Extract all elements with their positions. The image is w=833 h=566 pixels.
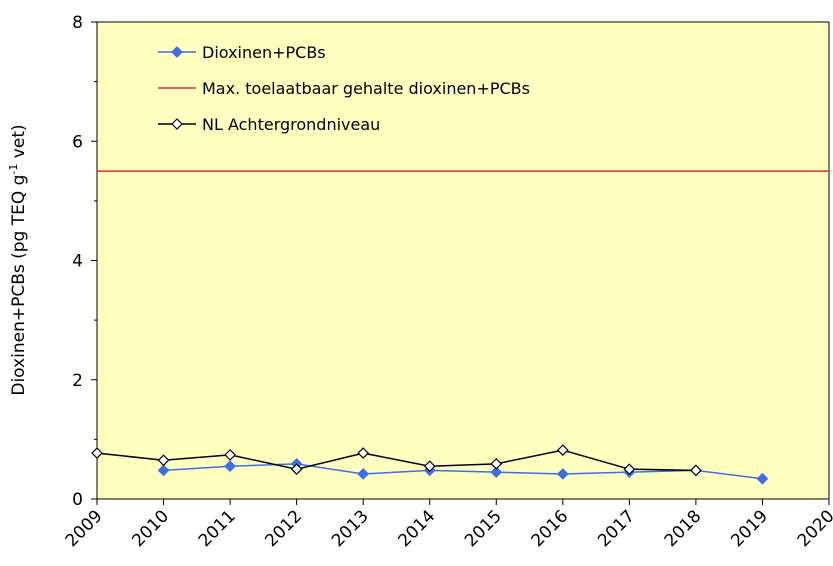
x-tick-label: 2018: [661, 506, 706, 551]
x-tick-label: 2013: [328, 506, 373, 551]
y-label-sup: -1: [7, 164, 20, 175]
y-tick-label: 2: [72, 371, 83, 391]
legend-marker: [171, 46, 183, 58]
data-point: [357, 447, 370, 459]
data-point: [224, 460, 236, 473]
data-point: [157, 454, 170, 467]
legend-label: Dioxinen+PCBs: [202, 43, 326, 62]
data-point: [357, 468, 370, 480]
data-point: [290, 463, 303, 476]
legend-marker: [171, 118, 183, 130]
x-tick-label: 2010: [128, 506, 173, 551]
y-tick-label: 4: [72, 252, 83, 272]
y-label-main: Dioxinen+PCBs (pg TEQ g: [9, 175, 29, 396]
x-tick-label: 2009: [62, 506, 107, 551]
data-point: [224, 449, 236, 461]
data-point: [556, 444, 569, 456]
x-tick-label: 2017: [594, 506, 639, 551]
legend-label: Max. toelaatbaar gehalte dioxinen+PCBs: [202, 79, 530, 98]
plot-area: [96, 21, 830, 500]
data-point: [423, 460, 436, 473]
data-point: [690, 464, 702, 477]
y-tick-label: 0: [72, 490, 83, 510]
x-tick-label: 2016: [528, 506, 573, 551]
y-axis-label: Dioxinen+PCBs (pg TEQ g-1 vet): [7, 124, 29, 395]
series-line: [163, 463, 763, 480]
y-tick-label: 6: [72, 132, 83, 152]
data-point: [556, 468, 569, 480]
data-point: [91, 447, 103, 459]
x-tick-label: 2020: [794, 506, 833, 551]
data-point: [623, 463, 636, 476]
y-tick-label: 8: [72, 13, 83, 33]
x-tick-label: 2019: [727, 506, 772, 551]
data-point: [756, 472, 769, 485]
x-tick-label: 2011: [195, 506, 240, 551]
data-point: [490, 466, 503, 479]
data-point: [490, 457, 503, 470]
x-tick-label: 2014: [395, 506, 440, 551]
legend-label: NL Achtergrondniveau: [202, 115, 380, 134]
series-line: [96, 449, 696, 472]
data-point: [157, 464, 170, 477]
y-label-end: vet): [9, 124, 29, 163]
x-tick-label: 2012: [261, 506, 306, 551]
x-tick-label: 2015: [461, 506, 506, 551]
